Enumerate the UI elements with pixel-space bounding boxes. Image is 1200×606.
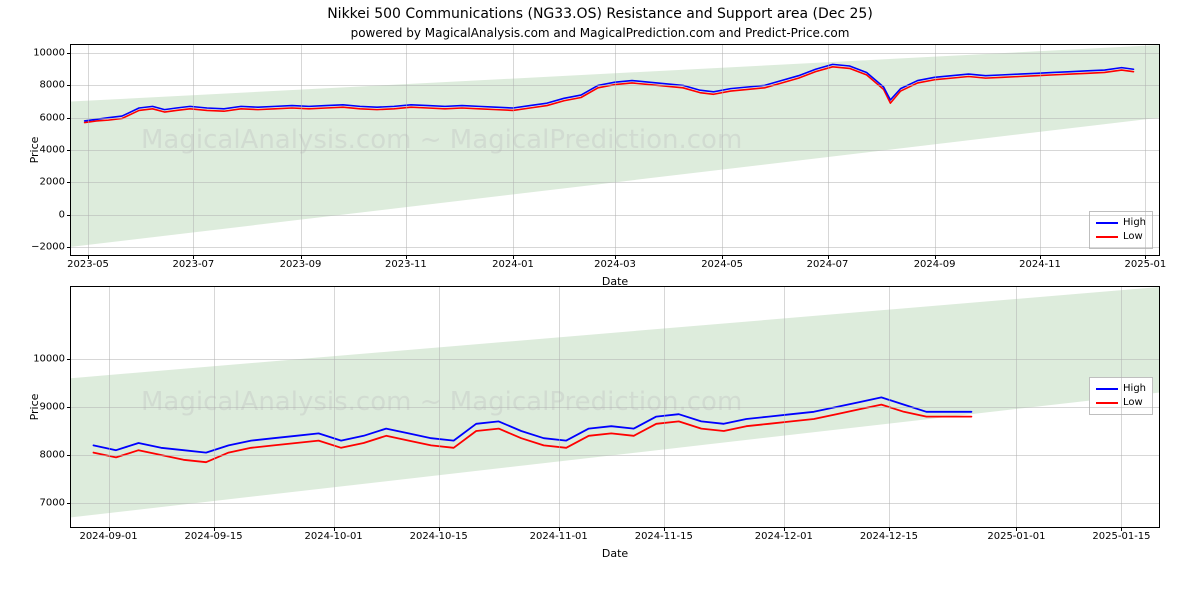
xtick-label: 2024-05 (701, 259, 743, 270)
gridline (513, 45, 514, 255)
ytick-mark (67, 247, 71, 248)
gridline (1016, 287, 1017, 527)
gridline (334, 287, 335, 527)
top-legend: High Low (1089, 211, 1153, 249)
bottom-chart-panel: Price Date MagicalAnalysis.com ~ Magical… (70, 286, 1160, 528)
gridline (71, 455, 1159, 456)
bottom-support-band (71, 287, 1159, 517)
legend-low-row: Low (1096, 230, 1146, 244)
gridline (828, 45, 829, 255)
ytick-label: 2000 (40, 177, 65, 188)
gridline (193, 45, 194, 255)
gridline (889, 287, 890, 527)
gridline (439, 287, 440, 527)
xtick-label: 2025-01 (1124, 259, 1166, 270)
gridline (214, 287, 215, 527)
xtick-label: 2024-10-15 (410, 531, 468, 542)
gridline (1040, 45, 1041, 255)
gridline (784, 287, 785, 527)
xtick-label: 2024-10-01 (305, 531, 363, 542)
gridline (722, 45, 723, 255)
legend-low-label: Low (1123, 230, 1143, 244)
ytick-label: −2000 (31, 241, 65, 252)
gridline (615, 45, 616, 255)
ytick-mark (67, 455, 71, 456)
ytick-label: 0 (59, 209, 65, 220)
ytick-mark (67, 407, 71, 408)
ytick-mark (67, 182, 71, 183)
xtick-label: 2024-07 (807, 259, 849, 270)
ytick-label: 8000 (40, 80, 65, 91)
xtick-label: 2023-09 (280, 259, 322, 270)
legend-high-row: High (1096, 216, 1146, 230)
top-chart-panel: Price Date MagicalAnalysis.com ~ Magical… (70, 44, 1160, 256)
ytick-mark (67, 53, 71, 54)
xtick-label: 2024-11-01 (530, 531, 588, 542)
ytick-label: 7000 (40, 498, 65, 509)
xtick-label: 2024-12-01 (755, 531, 813, 542)
ytick-label: 9000 (40, 402, 65, 413)
ytick-mark (67, 85, 71, 86)
gridline (1121, 287, 1122, 527)
ytick-mark (67, 150, 71, 151)
gridline (109, 287, 110, 527)
chart-subtitle: powered by MagicalAnalysis.com and Magic… (0, 26, 1200, 40)
gridline (301, 45, 302, 255)
gridline (71, 503, 1159, 504)
legend-high-label: High (1123, 216, 1146, 230)
xtick-label: 2024-09 (914, 259, 956, 270)
xtick-label: 2023-11 (385, 259, 427, 270)
xtick-label: 2025-01-15 (1092, 531, 1150, 542)
legend-high-swatch-icon (1096, 388, 1118, 390)
ytick-label: 10000 (33, 48, 65, 59)
bottom-xlabel: Date (602, 547, 628, 560)
xtick-label: 2023-05 (67, 259, 109, 270)
gridline (935, 45, 936, 255)
ytick-mark (67, 118, 71, 119)
xtick-label: 2024-01 (492, 259, 534, 270)
xtick-label: 2024-12-15 (860, 531, 918, 542)
xtick-label: 2024-11-15 (635, 531, 693, 542)
gridline (88, 45, 89, 255)
gridline (664, 287, 665, 527)
legend-high-swatch-icon (1096, 222, 1118, 224)
ytick-label: 10000 (33, 354, 65, 365)
legend-low-swatch-icon (1096, 402, 1118, 404)
xtick-label: 2024-09-01 (79, 531, 137, 542)
gridline (406, 45, 407, 255)
xtick-label: 2024-09-15 (185, 531, 243, 542)
xtick-label: 2025-01-01 (987, 531, 1045, 542)
gridline (559, 287, 560, 527)
gridline (71, 407, 1159, 408)
ytick-label: 4000 (40, 145, 65, 156)
ytick-mark (67, 215, 71, 216)
legend-high-label: High (1123, 382, 1146, 396)
ytick-mark (67, 503, 71, 504)
ytick-mark (67, 359, 71, 360)
chart-title: Nikkei 500 Communications (NG33.OS) Resi… (0, 6, 1200, 22)
gridline (1145, 45, 1146, 255)
xtick-label: 2023-07 (172, 259, 214, 270)
xtick-label: 2024-11 (1019, 259, 1061, 270)
ytick-label: 6000 (40, 112, 65, 123)
gridline (71, 359, 1159, 360)
ytick-label: 8000 (40, 450, 65, 461)
legend-low-swatch-icon (1096, 236, 1118, 238)
xtick-label: 2024-03 (594, 259, 636, 270)
